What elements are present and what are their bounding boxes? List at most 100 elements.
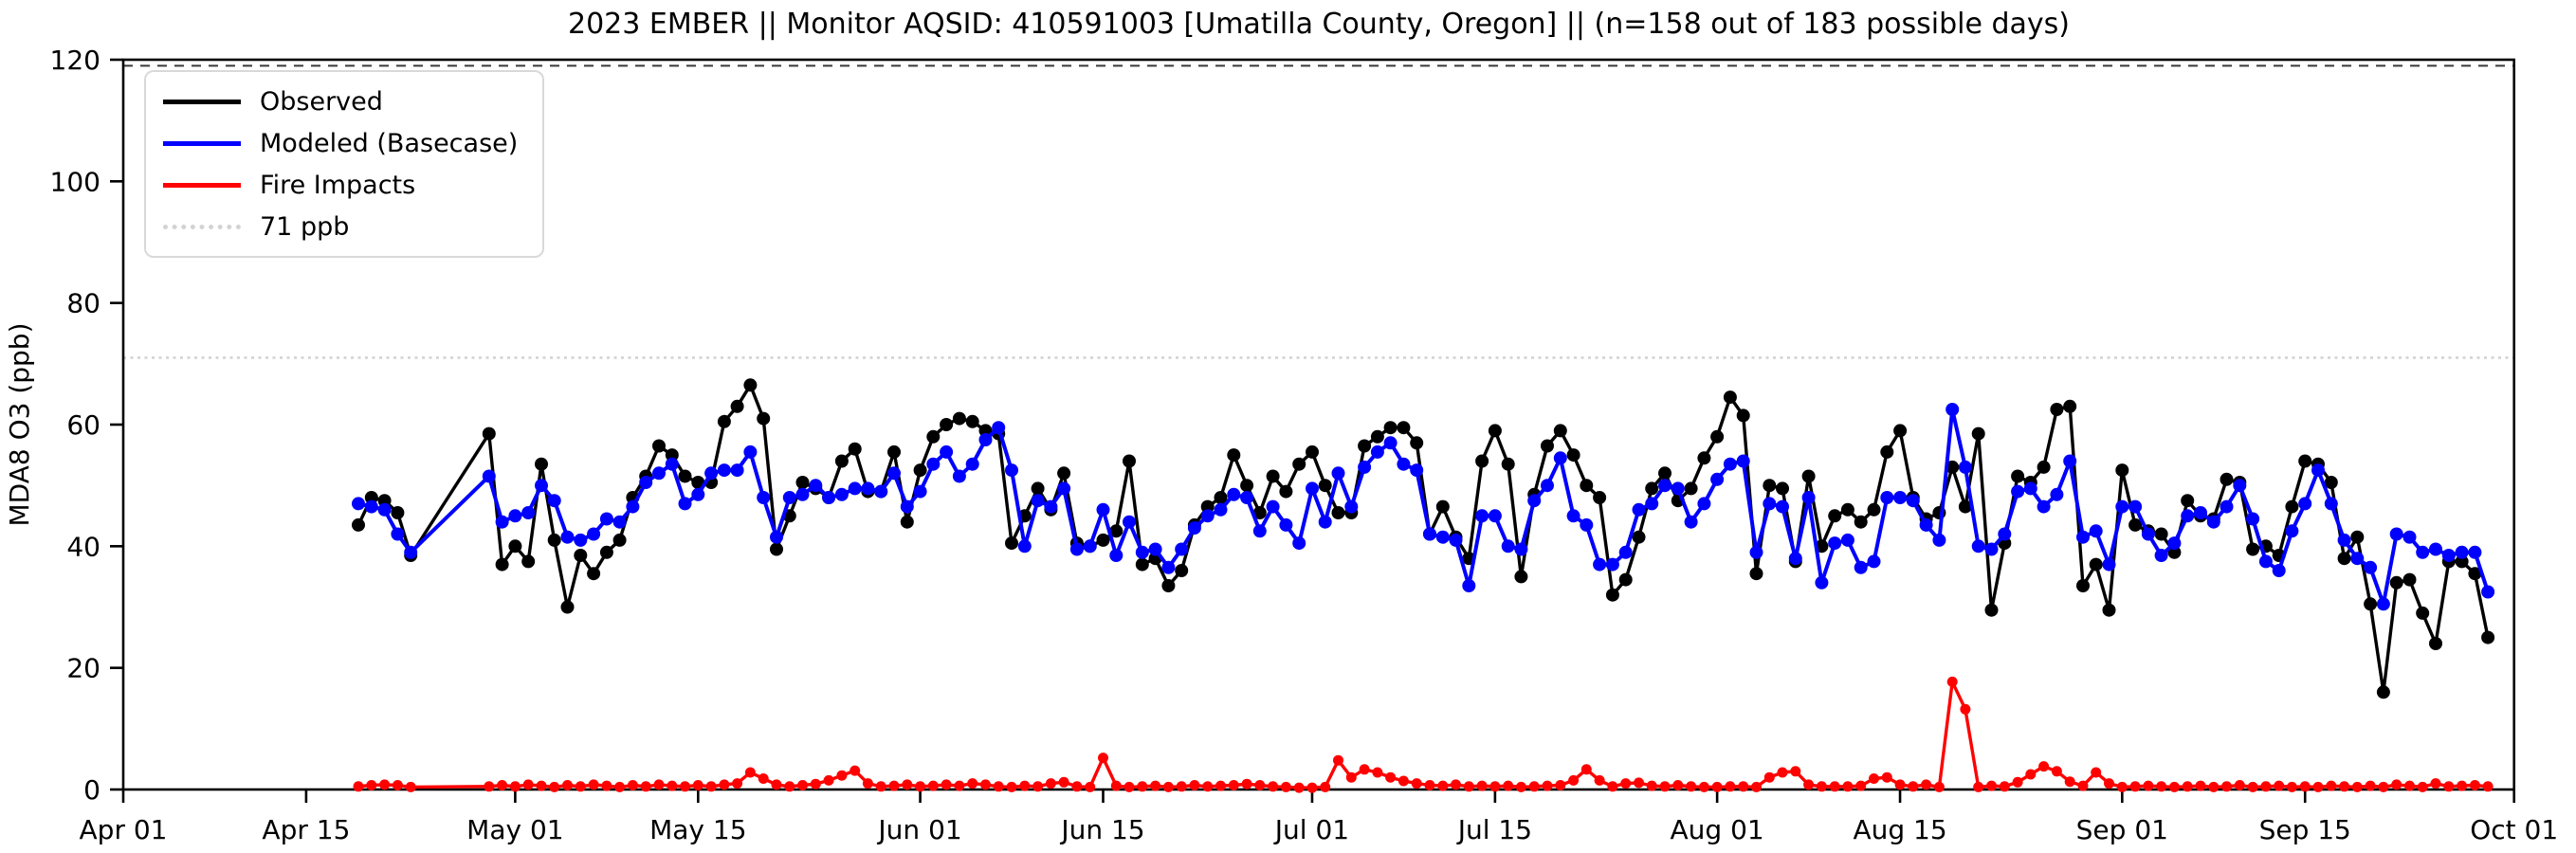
data-point-fire-impacts (1411, 778, 1422, 789)
y-tick-label: 40 (66, 531, 100, 562)
data-point-observed (612, 533, 627, 547)
data-point-observed (2416, 606, 2430, 620)
data-point-observed (1632, 530, 1646, 544)
data-point-modeled-basecase (1069, 542, 1084, 556)
data-point-fire-impacts (1451, 779, 1461, 790)
data-point-fire-impacts (1777, 767, 1788, 778)
data-point-modeled-basecase (1593, 557, 1607, 572)
data-point-observed (1475, 454, 1489, 468)
data-point-fire-impacts (2104, 778, 2114, 789)
data-point-fire-impacts (601, 780, 612, 791)
data-point-fire-impacts (758, 773, 769, 784)
data-point-modeled-basecase (2455, 545, 2469, 559)
data-point-fire-impacts (522, 779, 534, 790)
data-point-fire-impacts (627, 780, 638, 790)
data-point-modeled-basecase (482, 469, 496, 483)
x-tick-label: Apr 01 (80, 814, 168, 845)
data-point-fire-impacts (1085, 781, 1096, 792)
data-point-fire-impacts (1607, 781, 1618, 792)
data-point-fire-impacts (1137, 781, 1148, 792)
data-point-observed (1240, 479, 1254, 493)
data-point-observed (2011, 469, 2025, 483)
data-point-modeled-basecase (2298, 497, 2312, 511)
data-point-modeled-basecase (1044, 499, 1058, 514)
data-point-fire-impacts (1254, 780, 1266, 790)
data-point-modeled-basecase (1057, 481, 1071, 496)
data-point-fire-impacts (1228, 780, 1239, 790)
data-point-modeled-basecase (1331, 466, 1345, 481)
data-point-fire-impacts (536, 780, 547, 791)
data-point-modeled-basecase (1187, 521, 1201, 535)
data-point-observed (834, 454, 849, 468)
data-point-modeled-basecase (1344, 499, 1359, 514)
data-point-fire-impacts (1933, 781, 1945, 792)
data-point-observed (1514, 570, 1528, 584)
legend-item-observed: Observed (163, 83, 518, 119)
data-point-observed (1175, 564, 1189, 577)
data-point-observed (1279, 484, 1293, 499)
data-point-observed (1306, 445, 1319, 459)
data-point-modeled-basecase (2285, 524, 2299, 538)
data-point-fire-impacts (1580, 764, 1592, 775)
data-point-fire-impacts (1045, 778, 1056, 789)
data-point-modeled-basecase (770, 530, 783, 544)
data-point-observed (1710, 429, 1725, 444)
data-point-fire-impacts (1372, 767, 1383, 778)
data-point-observed (1723, 390, 1737, 405)
data-point-modeled-basecase (848, 481, 862, 496)
data-point-observed (1541, 439, 1554, 453)
data-point-modeled-basecase (352, 497, 365, 511)
data-point-fire-impacts (1124, 781, 1135, 792)
data-point-modeled-basecase (926, 457, 941, 471)
data-point-observed (1135, 557, 1149, 572)
legend-label: Modeled (Basecase) (260, 128, 519, 158)
data-point-observed (1435, 499, 1450, 514)
data-point-fire-impacts (667, 780, 678, 791)
data-point-modeled-basecase (2416, 545, 2430, 559)
data-point-observed (1566, 448, 1580, 463)
data-point-modeled-basecase (2376, 597, 2390, 611)
data-point-modeled-basecase (2128, 499, 2143, 514)
data-point-observed (1200, 499, 1215, 514)
data-point-modeled-basecase (1919, 517, 1933, 532)
data-point-fire-impacts (1698, 781, 1709, 792)
data-point-modeled-basecase (1605, 557, 1619, 572)
data-point-fire-impacts (1528, 781, 1540, 792)
data-point-modeled-basecase (704, 466, 719, 481)
data-point-modeled-basecase (1435, 530, 1450, 544)
x-tick-label: May 01 (466, 814, 563, 845)
data-point-modeled-basecase (2115, 499, 2129, 514)
data-point-observed (364, 491, 378, 504)
data-point-fire-impacts (1463, 781, 1474, 792)
data-point-observed (2128, 517, 2143, 532)
data-point-observed (377, 494, 392, 508)
data-point-observed (482, 426, 496, 441)
data-point-observed (1161, 579, 1176, 592)
data-point-observed (1331, 506, 1345, 519)
data-point-modeled-basecase (1815, 575, 1829, 590)
data-point-observed (1005, 536, 1018, 551)
data-point-modeled-basecase (900, 499, 914, 514)
data-point-observed (1031, 481, 1045, 496)
data-point-modeled-basecase (2206, 515, 2220, 529)
data-point-modeled-basecase (730, 463, 744, 478)
data-point-modeled-basecase (1618, 545, 1633, 559)
data-point-observed (848, 442, 862, 456)
data-point-modeled-basecase (587, 527, 601, 541)
data-point-modeled-basecase (2364, 560, 2378, 574)
data-point-modeled-basecase (992, 421, 1006, 435)
data-point-modeled-basecase (1854, 560, 1868, 574)
data-point-fire-impacts (1345, 771, 1357, 783)
data-point-fire-impacts (1960, 703, 1971, 715)
legend-label: Observed (260, 86, 383, 117)
data-point-modeled-basecase (834, 487, 849, 501)
data-point-modeled-basecase (1671, 481, 1685, 496)
data-point-observed (2050, 403, 2064, 416)
data-point-observed (1370, 429, 1384, 444)
data-point-fire-impacts (2038, 761, 2050, 772)
data-point-fire-impacts (2064, 776, 2075, 788)
data-point-modeled-basecase (2246, 512, 2260, 526)
data-point-modeled-basecase (1514, 542, 1528, 556)
data-point-fire-impacts (1973, 781, 1984, 792)
data-point-fire-impacts (2404, 780, 2415, 791)
